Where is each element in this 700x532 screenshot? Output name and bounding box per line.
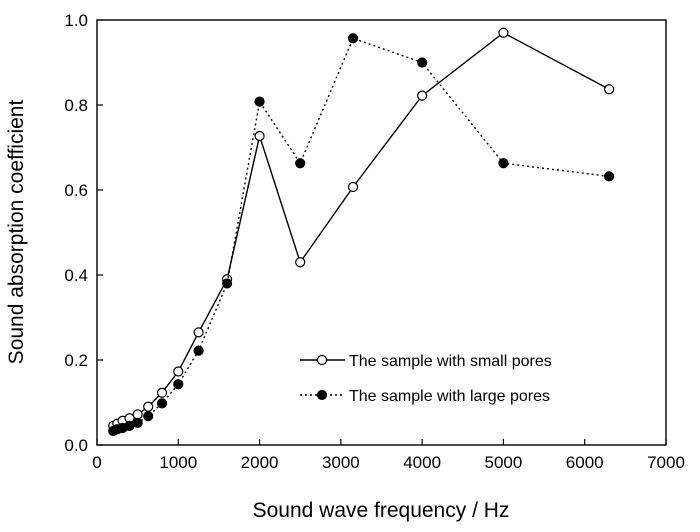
data-point-small-pores — [347, 181, 359, 193]
data-point-small-pores — [143, 401, 154, 412]
data-point-large-pores — [498, 158, 509, 169]
data-point-small-pores — [132, 409, 143, 420]
data-point-small-pores — [417, 90, 428, 101]
data-point-large-pores — [132, 417, 143, 428]
data-point-large-pores — [143, 411, 154, 422]
plot-frame — [96, 19, 667, 446]
series-small-pores — [108, 27, 615, 431]
data-point-large-pores — [347, 33, 359, 44]
x-tick-label: 4000 — [403, 453, 441, 472]
data-point-large-pores — [603, 171, 615, 182]
y-tick-label: 0.8 — [64, 96, 88, 115]
y-tick-label: 0.0 — [64, 436, 88, 455]
series-large-pores — [108, 33, 615, 437]
x-tick-label: 0 — [92, 453, 101, 472]
data-point-large-pores — [417, 57, 428, 68]
data-point-large-pores — [193, 345, 204, 356]
y-tick-label: 0.6 — [64, 181, 88, 200]
data-point-large-pores — [221, 278, 233, 289]
legend-label-large-pores: The sample with large pores — [349, 388, 550, 405]
data-point-small-pores — [173, 366, 184, 377]
legend-marker-large-pores — [316, 389, 328, 401]
data-point-small-pores — [193, 327, 204, 338]
data-point-large-pores — [295, 158, 306, 169]
x-tick-label: 6000 — [566, 453, 604, 472]
data-point-small-pores — [254, 130, 265, 142]
y-tick-label: 0.4 — [64, 266, 88, 285]
x-axis-title: Sound wave frequency / Hz — [253, 499, 510, 522]
y-tick-label: 0.2 — [64, 351, 88, 370]
data-point-small-pores — [603, 84, 615, 95]
x-tick-label: 5000 — [485, 453, 523, 472]
y-tick-label: 1.0 — [64, 11, 88, 30]
data-point-large-pores — [156, 398, 168, 409]
data-point-small-pores — [498, 27, 509, 38]
data-point-small-pores — [295, 257, 306, 268]
legend-marker-small-pores — [316, 354, 328, 366]
legend: The sample with small pores The sample w… — [300, 353, 552, 405]
plot-area — [96, 19, 667, 446]
data-point-large-pores — [173, 379, 184, 390]
y-axis-title: Sound absorption coefficient — [5, 100, 28, 365]
data-point-small-pores — [156, 387, 168, 398]
series-group — [108, 27, 615, 437]
x-tick-label: 1000 — [159, 453, 197, 472]
legend-label-small-pores: The sample with small pores — [349, 353, 552, 370]
series-line-large-pores — [113, 37, 610, 432]
data-point-large-pores — [254, 96, 265, 107]
x-tick-label: 2000 — [241, 453, 279, 472]
x-tick-label: 7000 — [647, 453, 685, 472]
x-tick-label: 3000 — [322, 453, 360, 472]
axis-ticks: 0 1000 2000 3000 4000 5000 6000 7000 0.0 0.2 0.4 0.… — [64, 11, 685, 472]
